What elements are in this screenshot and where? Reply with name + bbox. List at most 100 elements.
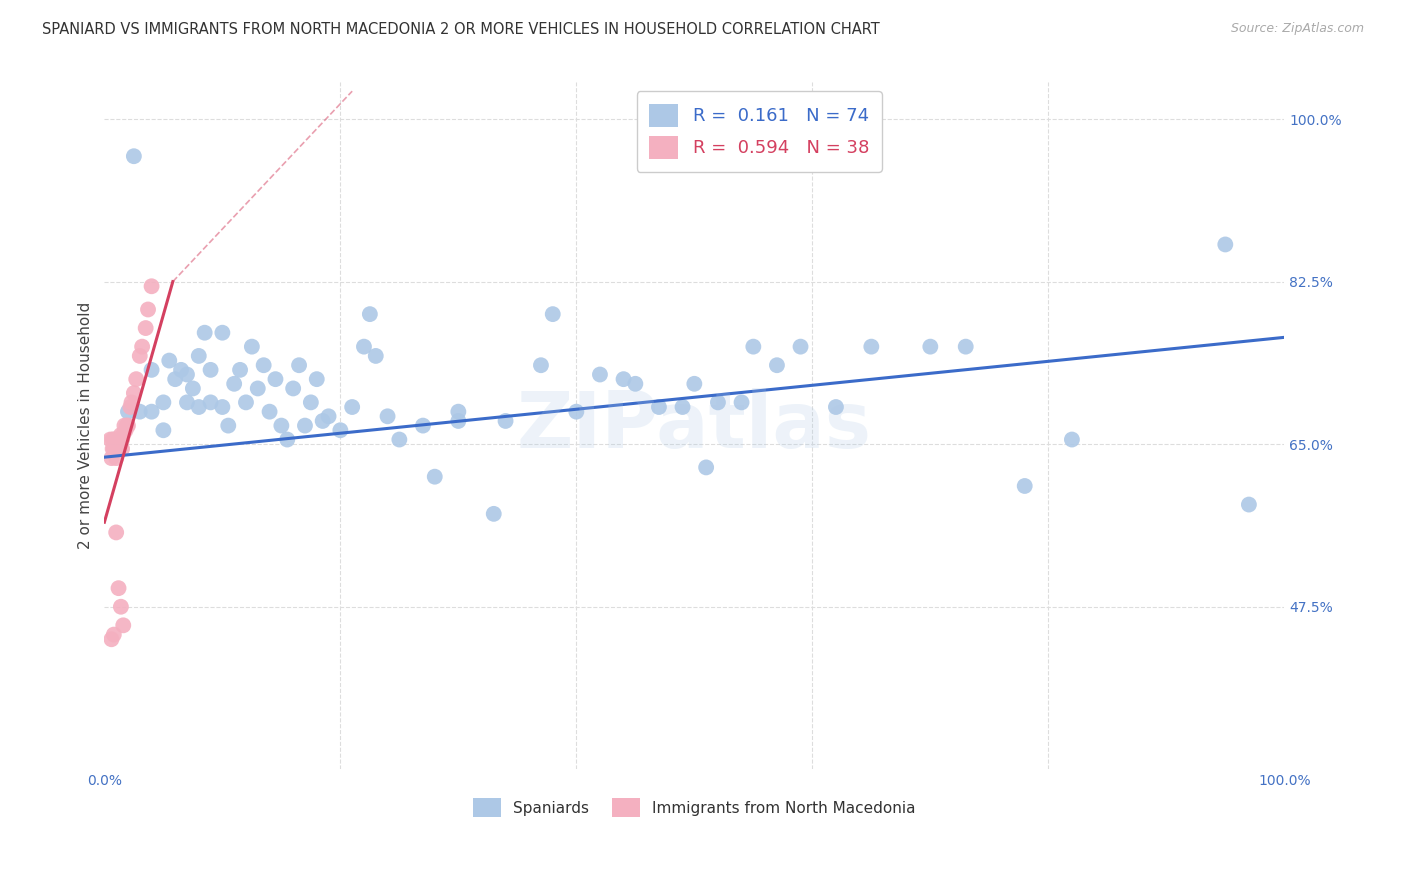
Point <box>107 581 129 595</box>
Point <box>170 363 193 377</box>
Point <box>105 525 128 540</box>
Point <box>101 433 124 447</box>
Point <box>100 632 122 647</box>
Point <box>141 405 163 419</box>
Point <box>423 469 446 483</box>
Point <box>955 340 977 354</box>
Point <box>860 340 883 354</box>
Point <box>589 368 612 382</box>
Point <box>104 442 127 456</box>
Point <box>1014 479 1036 493</box>
Point <box>200 395 222 409</box>
Point <box>120 400 142 414</box>
Point <box>495 414 517 428</box>
Point <box>122 386 145 401</box>
Point <box>299 395 322 409</box>
Point <box>211 326 233 340</box>
Point <box>447 414 470 428</box>
Text: Source: ZipAtlas.com: Source: ZipAtlas.com <box>1230 22 1364 36</box>
Point <box>107 442 129 456</box>
Point <box>112 428 135 442</box>
Point <box>107 433 129 447</box>
Point <box>766 358 789 372</box>
Point <box>103 442 125 456</box>
Point <box>270 418 292 433</box>
Point <box>105 451 128 466</box>
Point <box>187 349 209 363</box>
Point <box>121 395 143 409</box>
Point <box>305 372 328 386</box>
Point <box>412 418 434 433</box>
Point <box>388 433 411 447</box>
Point <box>100 451 122 466</box>
Point <box>730 395 752 409</box>
Point <box>240 340 263 354</box>
Point <box>115 418 138 433</box>
Y-axis label: 2 or more Vehicles in Household: 2 or more Vehicles in Household <box>79 302 93 549</box>
Point <box>359 307 381 321</box>
Point <box>264 372 287 386</box>
Point <box>112 618 135 632</box>
Point <box>482 507 505 521</box>
Legend: Spaniards, Immigrants from North Macedonia: Spaniards, Immigrants from North Macedon… <box>467 792 921 823</box>
Point <box>671 400 693 414</box>
Point <box>114 423 136 437</box>
Point <box>1213 237 1236 252</box>
Point <box>565 405 588 419</box>
Point <box>187 400 209 414</box>
Point <box>98 433 121 447</box>
Point <box>353 340 375 354</box>
Point <box>1060 433 1083 447</box>
Point <box>122 149 145 163</box>
Point <box>294 418 316 433</box>
Point <box>136 302 159 317</box>
Point <box>141 363 163 377</box>
Point <box>117 405 139 419</box>
Point <box>152 423 174 437</box>
Point <box>1237 498 1260 512</box>
Point <box>283 381 305 395</box>
Point <box>104 433 127 447</box>
Point <box>128 405 150 419</box>
Point <box>530 358 553 372</box>
Point <box>103 627 125 641</box>
Point <box>117 418 139 433</box>
Point <box>920 340 942 354</box>
Point <box>110 599 132 614</box>
Point <box>624 376 647 391</box>
Point <box>447 405 470 419</box>
Point <box>194 326 217 340</box>
Point <box>276 433 298 447</box>
Point <box>648 400 671 414</box>
Point <box>259 405 281 419</box>
Point <box>128 349 150 363</box>
Point <box>377 409 399 424</box>
Point <box>108 433 131 447</box>
Text: ZIPatlas: ZIPatlas <box>517 388 872 464</box>
Point <box>541 307 564 321</box>
Point <box>707 395 730 409</box>
Point <box>105 433 128 447</box>
Point <box>125 372 148 386</box>
Point <box>211 400 233 414</box>
Point <box>329 423 352 437</box>
Point <box>114 418 136 433</box>
Point <box>152 395 174 409</box>
Point <box>110 428 132 442</box>
Point <box>825 400 848 414</box>
Point <box>101 442 124 456</box>
Point <box>229 363 252 377</box>
Point <box>181 381 204 395</box>
Point <box>612 372 634 386</box>
Point <box>253 358 276 372</box>
Point <box>111 442 134 456</box>
Point <box>176 395 198 409</box>
Point <box>311 414 333 428</box>
Point <box>105 442 128 456</box>
Point <box>176 368 198 382</box>
Point <box>135 321 157 335</box>
Point <box>288 358 311 372</box>
Point <box>246 381 269 395</box>
Point <box>235 395 257 409</box>
Point <box>217 418 239 433</box>
